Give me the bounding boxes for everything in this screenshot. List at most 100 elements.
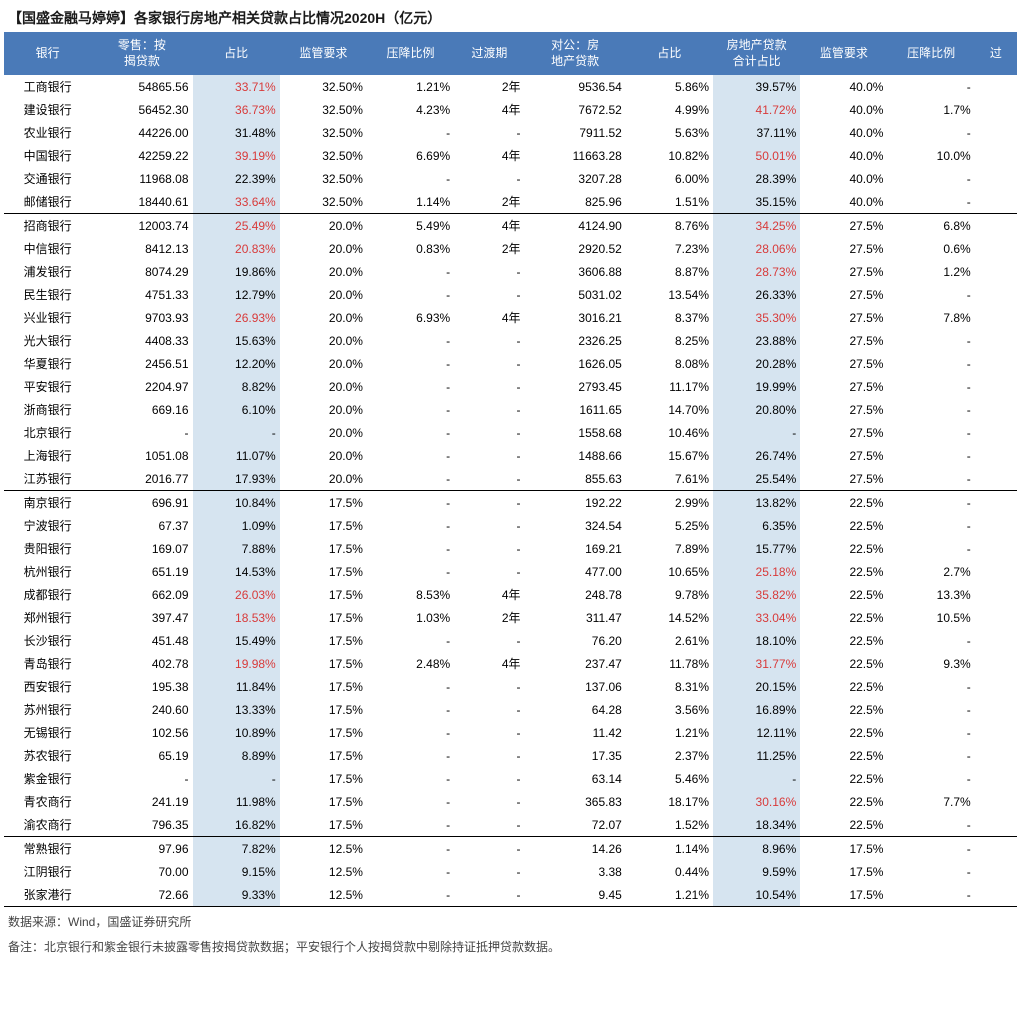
table-cell: 44226.00 [91,121,192,144]
table-cell: 5031.02 [525,283,626,306]
table-cell [975,121,1017,144]
table-cell: - [887,744,974,767]
table-cell: 苏农银行 [4,744,91,767]
table-cell: 70.00 [91,860,192,883]
table-cell: 17.5% [280,721,367,744]
table-cell: 1.2% [887,260,974,283]
table-cell: 成都银行 [4,583,91,606]
table-cell: - [454,167,524,190]
table-cell: 4年 [454,98,524,121]
table-cell: 27.5% [800,375,887,398]
col-header: 房地产贷款合计占比 [713,32,800,75]
table-cell: 8.25% [626,329,713,352]
table-cell: 常熟银行 [4,837,91,861]
table-cell: 1.21% [367,75,454,98]
table-cell: - [887,283,974,306]
table-cell: - [454,260,524,283]
table-cell: 16.82% [193,813,280,837]
table-cell: 16.89% [713,698,800,721]
table-cell: 8.89% [193,744,280,767]
table-cell [975,467,1017,491]
table-cell: 22.5% [800,675,887,698]
col-header: 零售：按揭贷款 [91,32,192,75]
table-cell: 2.7% [887,560,974,583]
table-cell: 397.47 [91,606,192,629]
table-cell: 855.63 [525,467,626,491]
table-cell: - [367,790,454,813]
table-cell: 33.64% [193,190,280,214]
table-cell: 796.35 [91,813,192,837]
table-cell: 27.5% [800,421,887,444]
table-cell: 4.23% [367,98,454,121]
table-cell: 17.5% [280,813,367,837]
table-cell: - [887,167,974,190]
table-cell: 民生银行 [4,283,91,306]
table-cell: 31.77% [713,652,800,675]
table-cell: 7.89% [626,537,713,560]
table-cell: 招商银行 [4,214,91,238]
table-row: 青岛银行402.7819.98%17.5%2.48%4年237.4711.78%… [4,652,1017,675]
table-cell: 1.03% [367,606,454,629]
table-cell: 2.48% [367,652,454,675]
table-cell: - [367,398,454,421]
table-cell: - [367,629,454,652]
table-cell: 28.73% [713,260,800,283]
table-cell: 20.0% [280,329,367,352]
table-cell: 7911.52 [525,121,626,144]
table-cell: - [454,883,524,907]
table-cell: 1488.66 [525,444,626,467]
table-cell: 11.84% [193,675,280,698]
table-cell: 6.93% [367,306,454,329]
table-cell: 4.99% [626,98,713,121]
table-cell: 11.98% [193,790,280,813]
table-cell: - [367,744,454,767]
table-cell: 15.63% [193,329,280,352]
table-cell: 12.5% [280,860,367,883]
table-cell: 27.5% [800,214,887,238]
table-row: 邮储银行18440.6133.64%32.50%1.14%2年825.961.5… [4,190,1017,214]
table-cell: 浙商银行 [4,398,91,421]
table-cell: 39.57% [713,75,800,98]
table-cell: 19.86% [193,260,280,283]
table-cell: 662.09 [91,583,192,606]
table-cell: - [713,421,800,444]
table-cell: 2326.25 [525,329,626,352]
table-row: 长沙银行451.4815.49%17.5%--76.202.61%18.10%2… [4,629,1017,652]
table-cell: 2年 [454,190,524,214]
table-cell: 3016.21 [525,306,626,329]
table-cell: 9.15% [193,860,280,883]
table-cell: - [367,860,454,883]
table-cell: - [887,883,974,907]
table-cell [975,790,1017,813]
table-cell [975,352,1017,375]
table-cell: 20.0% [280,260,367,283]
table-cell: 西安银行 [4,675,91,698]
table-cell: - [367,767,454,790]
table-cell: 4年 [454,144,524,167]
table-cell: 3606.88 [525,260,626,283]
table-cell: 贵阳银行 [4,537,91,560]
table-cell: 451.48 [91,629,192,652]
table-cell: 18.53% [193,606,280,629]
table-cell [975,860,1017,883]
table-cell: - [887,352,974,375]
table-cell: 40.0% [800,190,887,214]
table-cell: 27.5% [800,444,887,467]
table-cell: 20.0% [280,214,367,238]
table-cell: 25.49% [193,214,280,238]
table-cell: 402.78 [91,652,192,675]
table-cell [975,283,1017,306]
table-cell: 20.0% [280,421,367,444]
table-cell: 22.5% [800,560,887,583]
col-header: 压降比例 [367,32,454,75]
table-cell: 江阴银行 [4,860,91,883]
table-cell: - [454,629,524,652]
table-cell: 32.50% [280,190,367,214]
table-cell: 22.5% [800,583,887,606]
table-cell: 20.0% [280,444,367,467]
table-cell: 17.35 [525,744,626,767]
table-row: 常熟银行97.967.82%12.5%--14.261.14%8.96%17.5… [4,837,1017,861]
table-cell: - [454,767,524,790]
table-cell: 22.5% [800,514,887,537]
table-row: 工商银行54865.5633.71%32.50%1.21%2年9536.545.… [4,75,1017,98]
